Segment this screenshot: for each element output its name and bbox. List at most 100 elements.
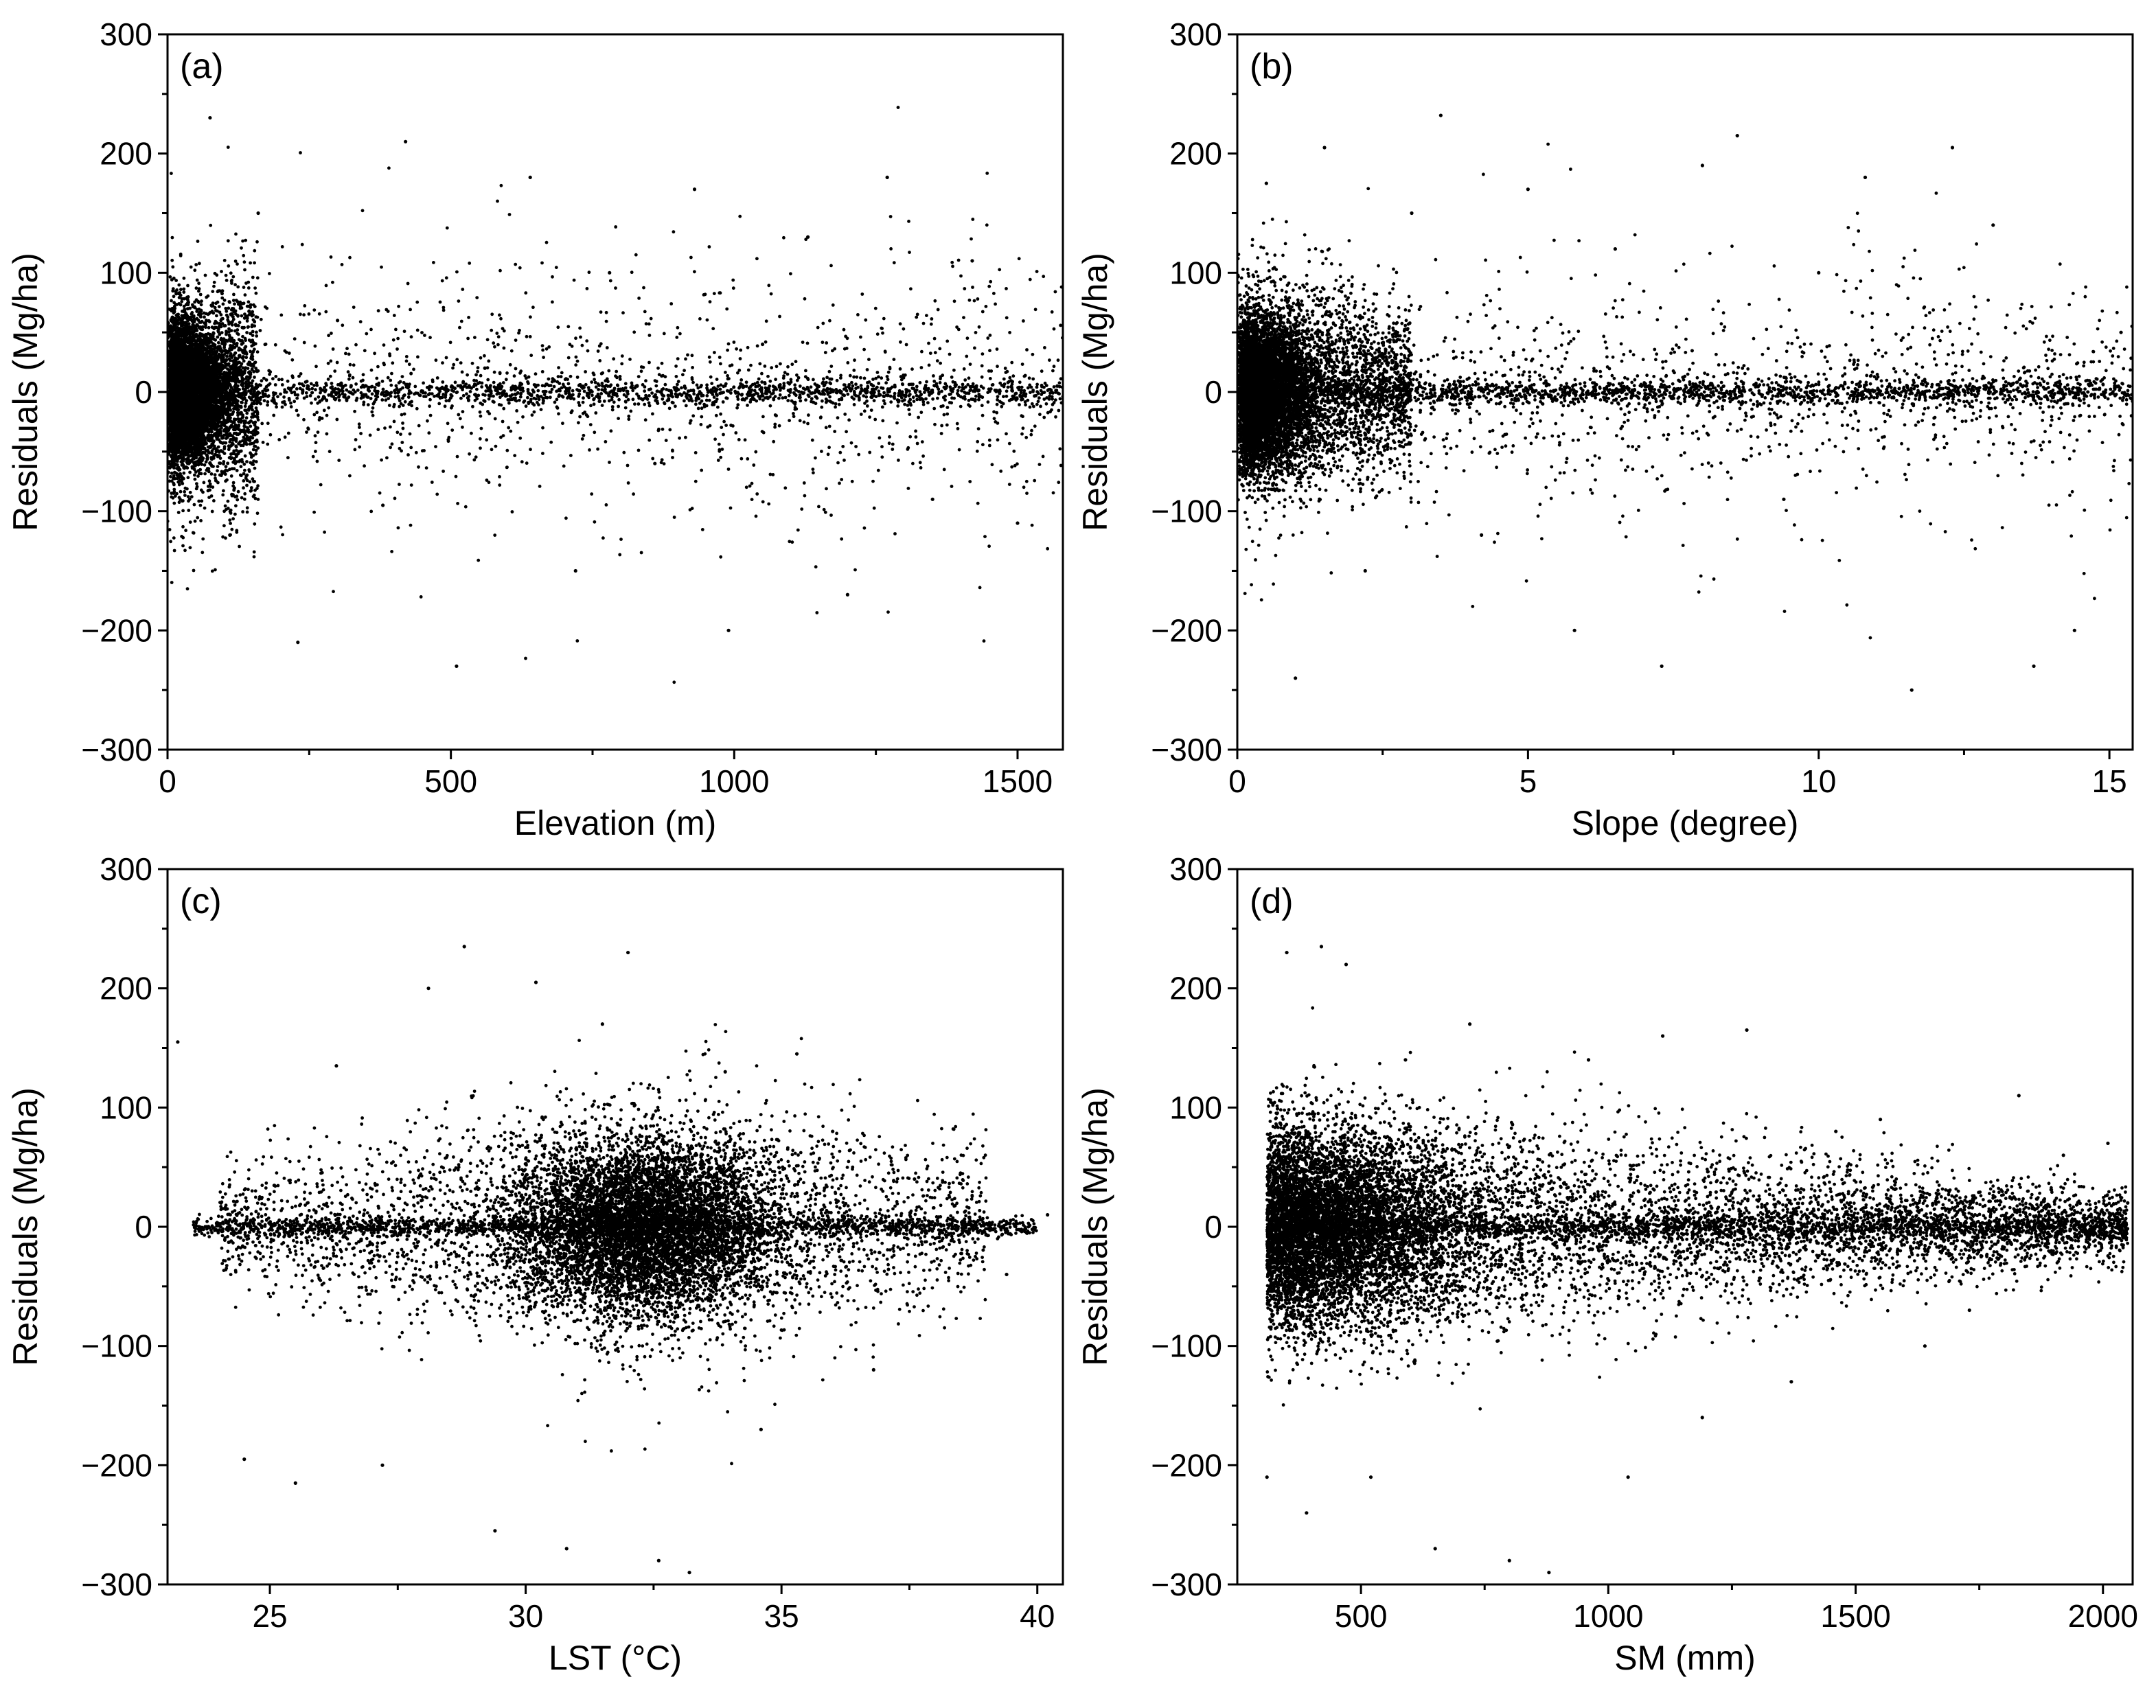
x-tick-label: 40 xyxy=(1020,1598,1055,1634)
data-point xyxy=(1526,187,1530,192)
panel-c: −300 −200 −100 0 100 200 300 25 30 35 40 LST (°C) Re… xyxy=(6,851,1064,1677)
x-axis-title: LST (°C) xyxy=(549,1639,682,1677)
data-point xyxy=(381,503,385,507)
data-point xyxy=(1789,1380,1793,1384)
data-point xyxy=(759,1427,763,1431)
data-point xyxy=(564,1547,569,1551)
data-point xyxy=(573,568,577,573)
data-point xyxy=(1480,533,1484,538)
scatter-cloud xyxy=(168,106,1063,684)
x-tick-label: 1500 xyxy=(983,763,1053,799)
data-point xyxy=(1319,945,1324,949)
data-point xyxy=(653,461,657,465)
y-tick-label: −300 xyxy=(81,732,152,768)
y-tick-label: 300 xyxy=(1169,851,1222,887)
y-tick-label: 200 xyxy=(100,136,152,172)
data-point xyxy=(1817,270,1821,275)
data-point xyxy=(1005,1272,1009,1277)
data-point xyxy=(1294,676,1298,680)
data-point xyxy=(959,1171,963,1175)
y-tick-label: 300 xyxy=(100,851,152,887)
data-point xyxy=(2126,1201,2130,1205)
scatter-points xyxy=(1265,945,2130,1575)
data-point xyxy=(1016,521,1020,525)
data-point xyxy=(296,640,300,645)
data-point xyxy=(1468,1022,1472,1026)
data-point xyxy=(806,235,810,239)
panel-d: −300 −200 −100 0 100 200 300 500 1000 1500 2000 SM … xyxy=(1076,851,2138,1677)
x-tick-label: 1500 xyxy=(1820,1598,1890,1634)
data-point xyxy=(528,175,532,179)
data-point xyxy=(1046,1213,1050,1217)
data-point xyxy=(687,1571,691,1575)
data-point xyxy=(970,259,974,263)
data-point xyxy=(1055,384,1059,388)
x-tick-label: 25 xyxy=(252,1598,287,1634)
y-axis-title: Residuals (Mg/ha) xyxy=(6,1087,45,1366)
y-tick-label: 100 xyxy=(100,1089,152,1125)
y-axis-title: Residuals (Mg/ha) xyxy=(6,253,45,531)
data-point xyxy=(794,1052,799,1056)
x-tick-label: 2000 xyxy=(2068,1598,2138,1634)
data-point xyxy=(208,115,212,120)
y-tick-label: 100 xyxy=(1169,255,1222,290)
data-point xyxy=(483,366,487,370)
y-tick-label: 0 xyxy=(135,374,152,410)
data-point xyxy=(1923,1344,1927,1348)
data-point xyxy=(462,945,466,949)
y-tick-label: 200 xyxy=(1169,136,1222,172)
data-point xyxy=(1547,1571,1551,1575)
y-axis-title: Residuals (Mg/ha) xyxy=(1076,1087,1114,1366)
x-tick-label: 10 xyxy=(1801,763,1836,799)
x-axis-title: Slope (degree) xyxy=(1572,804,1799,842)
data-point xyxy=(242,1457,246,1462)
data-point xyxy=(293,1481,297,1485)
data-point xyxy=(2032,664,2036,669)
y-tick-label: 300 xyxy=(1169,16,1222,52)
data-point xyxy=(191,324,195,329)
data-point xyxy=(1910,688,1914,692)
panel-label: (b) xyxy=(1250,47,1294,86)
x-tick-label: 5 xyxy=(1519,763,1537,799)
data-point xyxy=(534,980,538,984)
data-point xyxy=(2017,1094,2021,1098)
data-point xyxy=(1660,664,1664,669)
data-point xyxy=(493,1529,497,1533)
data-point xyxy=(1660,1034,1665,1038)
x-tick-label: 1000 xyxy=(699,763,769,799)
data-point xyxy=(256,211,260,216)
data-point xyxy=(1863,175,1868,179)
data-point xyxy=(1247,426,1251,430)
x-tick-label: 15 xyxy=(2092,763,2127,799)
y-tick-label: 100 xyxy=(100,255,152,290)
y-tick-label: −100 xyxy=(1151,1328,1222,1364)
data-point xyxy=(845,592,849,597)
data-point xyxy=(831,1129,835,1133)
data-point xyxy=(1613,247,1617,251)
data-point xyxy=(1572,628,1576,632)
panel-label: (a) xyxy=(180,47,224,86)
data-point xyxy=(1344,962,1349,967)
data-point xyxy=(380,1463,385,1467)
scatter-cloud xyxy=(1265,1006,2130,1411)
data-point xyxy=(1626,1475,1630,1479)
y-tick-label: 0 xyxy=(135,1209,152,1245)
y-tick-label: −200 xyxy=(1151,1447,1222,1483)
x-tick-label: 500 xyxy=(424,763,477,799)
y-tick-label: −100 xyxy=(81,1328,152,1364)
data-point xyxy=(626,950,630,955)
y-tick-label: −300 xyxy=(1151,732,1222,768)
y-tick-label: −200 xyxy=(81,612,152,648)
y-tick-label: −200 xyxy=(81,1447,152,1483)
data-point xyxy=(1586,1058,1591,1062)
y-tick-label: 100 xyxy=(1169,1089,1222,1125)
data-point xyxy=(1265,1475,1269,1479)
panel-a: −300 −200 −100 0 100 200 300 0 500 1000 1500 Elevat… xyxy=(6,16,1064,842)
y-tick-label: −300 xyxy=(81,1567,152,1602)
data-point xyxy=(1507,1558,1511,1562)
data-point xyxy=(1403,1058,1408,1062)
data-point xyxy=(1782,497,1786,501)
data-point xyxy=(455,664,459,669)
data-point xyxy=(1950,146,1955,150)
scatter-points xyxy=(1247,113,2123,692)
